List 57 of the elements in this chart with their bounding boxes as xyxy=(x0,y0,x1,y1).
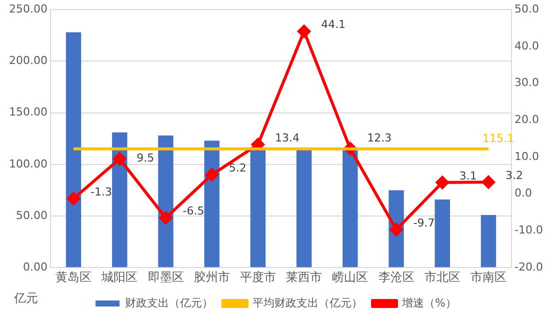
point xyxy=(390,223,403,236)
data-label: 5.2 xyxy=(228,162,246,175)
data-label: 3.2 xyxy=(505,168,523,182)
x-tick-label: 平度市 xyxy=(240,270,276,284)
data-label: 44.1 xyxy=(321,18,346,32)
data-label: 115.1 xyxy=(482,132,514,146)
point xyxy=(159,211,172,224)
bar xyxy=(296,150,312,268)
y2-tick-label: 40.0 xyxy=(514,39,540,52)
y-tick-label: 250.00 xyxy=(8,2,48,16)
x-tick-label: 即墨区 xyxy=(148,270,184,284)
data-label: 12.3 xyxy=(367,132,392,145)
y-tick-label: 0.00 xyxy=(22,260,48,274)
bar xyxy=(158,136,174,268)
y2-tick-label: -10.0 xyxy=(514,224,544,237)
point xyxy=(251,138,264,151)
bar xyxy=(204,140,220,268)
data-label: -9.7 xyxy=(413,216,435,230)
point xyxy=(67,192,80,206)
bar xyxy=(112,132,128,268)
y-tick-label: 200.00 xyxy=(8,54,48,68)
x-tick-label: 李沧区 xyxy=(378,270,414,284)
point xyxy=(205,168,218,182)
y2-tick-label: 30.0 xyxy=(514,76,540,90)
data-label: 13.4 xyxy=(274,131,300,144)
point xyxy=(113,152,126,166)
bar xyxy=(480,214,496,268)
y2-tick-label: 50.0 xyxy=(514,2,540,16)
bar xyxy=(434,199,450,268)
x-tick-label: 市南区 xyxy=(470,270,506,284)
y-tick-label: 150.00 xyxy=(8,106,48,119)
y-tick-label: 50.00 xyxy=(16,208,48,222)
legend-label: 财政支出（亿元） xyxy=(125,296,214,310)
legend-label: 平均财政支出（亿元） xyxy=(252,296,363,310)
x-tick-label: 城阳区 xyxy=(100,270,138,284)
data-label: 9.5 xyxy=(136,152,154,165)
x-tick-label: 市北区 xyxy=(424,270,460,284)
y2-tick-label: 10.0 xyxy=(514,150,540,163)
data-label: 3.1 xyxy=(459,169,477,182)
x-tick-label: 崂山区 xyxy=(332,270,368,284)
y2-tick-label: 0.0 xyxy=(514,186,532,200)
data-label: -1.3 xyxy=(90,186,112,199)
y2-tick-label: -20.0 xyxy=(514,260,544,274)
point xyxy=(482,176,495,189)
y-axis-title: 亿元 xyxy=(14,290,38,307)
bar xyxy=(342,150,358,268)
y-tick-label: 100.00 xyxy=(8,157,48,170)
data-label: -6.5 xyxy=(182,204,204,218)
point xyxy=(436,176,449,189)
y2-tick-label: 20.0 xyxy=(514,113,540,126)
x-tick-label: 黄岛区 xyxy=(56,270,92,284)
legend-label: 增速（%） xyxy=(401,296,456,310)
bar xyxy=(66,32,82,268)
x-tick-label: 莱西市 xyxy=(286,270,322,284)
point xyxy=(298,24,311,38)
x-tick-label: 胶州市 xyxy=(194,270,230,284)
bar xyxy=(250,150,266,268)
